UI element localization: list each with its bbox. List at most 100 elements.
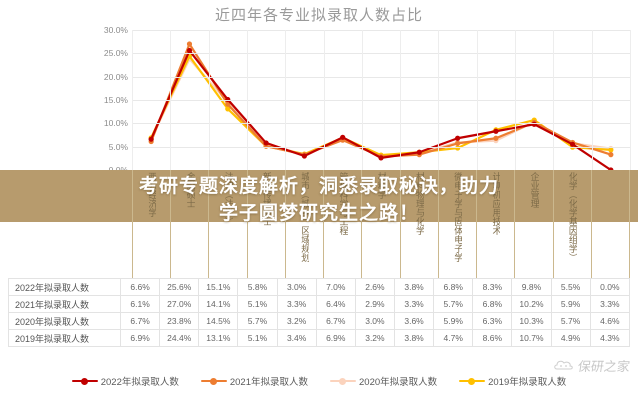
table-cell: 8.3% <box>472 278 513 296</box>
table-cell: 9.8% <box>511 278 552 296</box>
table-cell: 5.7% <box>237 312 278 330</box>
category-label: 材料物理与化学 <box>414 172 424 235</box>
category-cell: 化学（化学基因组学） <box>552 170 591 278</box>
table-cell: 4.9% <box>550 329 591 347</box>
data-table-body: 2022年拟录取人数 6.6% 25.6% 15.1% 5.8% 3.0% 7.0% 2.6%… <box>8 278 631 347</box>
table-cell: 4.6% <box>589 312 631 330</box>
table-cell: 4.3% <box>589 329 631 347</box>
table-cell: 3.3% <box>393 295 435 313</box>
y-axis: 30.0%25.0%20.0%15.0%10.0%5.0%0.0% <box>86 25 132 175</box>
category-cell: 新闻传播硕士 <box>246 170 285 278</box>
table-cell: 3.8% <box>393 329 435 347</box>
vertical-gridline <box>246 30 248 170</box>
table-cell: 5.8% <box>237 278 278 296</box>
table-cell: 5.7% <box>550 312 591 330</box>
table-cell: 10.2% <box>511 295 552 313</box>
table-cell: 6.3% <box>472 312 513 330</box>
legend-marker-icon <box>330 377 356 386</box>
series-line <box>151 59 611 156</box>
series-point <box>608 152 614 158</box>
table-cell: 6.7% <box>315 312 356 330</box>
table-cell: 7.0% <box>315 278 356 296</box>
category-band-background <box>0 170 638 222</box>
table-cell: 13.1% <box>198 329 239 347</box>
category-label: 法律（法学） <box>223 172 233 226</box>
category-cell: 金融硕士 <box>170 170 208 278</box>
table-cell: 6.7% <box>119 312 161 330</box>
legend-item[interactable]: 2021年拟录取人数 <box>200 374 308 388</box>
table-cell: 5.1% <box>237 329 278 347</box>
table-row: 2022年拟录取人数 6.6% 25.6% 15.1% 5.8% 3.0% 7.0% 2.6%… <box>8 278 631 296</box>
table-row: 2020年拟录取人数 6.7% 23.8% 14.5% 5.7% 3.2% 6.7% 3.0%… <box>8 312 631 330</box>
table-cell: 5.1% <box>237 295 278 313</box>
legend-item[interactable]: 2019年拟录取人数 <box>459 374 566 388</box>
series-point <box>569 141 576 147</box>
table-cell: 27.0% <box>159 295 200 313</box>
vertical-gridline <box>630 30 631 170</box>
category-cell: 材料学 <box>361 170 399 278</box>
series-point <box>378 155 384 161</box>
series-point <box>225 106 231 112</box>
legend-marker-icon <box>459 377 486 386</box>
vertical-gridline <box>285 30 287 170</box>
legend-item[interactable]: 2020年拟录取人数 <box>330 374 437 388</box>
y-tick-label: 30.0% <box>103 25 128 35</box>
gridline <box>132 30 630 31</box>
category-label: 微电子学与固体电子学 <box>453 172 463 262</box>
gridline <box>132 53 630 55</box>
legend-label: 2020年拟录取人数 <box>359 377 438 388</box>
series-point <box>225 101 231 107</box>
category-cell: 材料物理与化学 <box>399 170 438 278</box>
vertical-gridline <box>132 30 133 170</box>
vertical-gridline <box>400 30 402 170</box>
table-cell: 3.8% <box>393 278 435 296</box>
table-row-label: 2020年拟录取人数 <box>8 312 121 330</box>
table-cell: 5.9% <box>550 295 591 313</box>
series-point <box>416 149 422 155</box>
table-cell: 3.0% <box>276 278 317 296</box>
series-line <box>151 51 611 170</box>
vertical-gridline <box>591 30 593 170</box>
table-cell: 24.4% <box>159 329 200 347</box>
chart-title: 近四年各专业拟录取人数占比 <box>214 7 423 24</box>
table-cell: 3.6% <box>393 312 435 330</box>
gridline <box>132 100 630 101</box>
table-row: 2021年拟录取人数 6.1% 27.0% 14.1% 5.1% 3.3% 6.4% 2.9%… <box>8 295 631 313</box>
y-tick-label: 5.0% <box>108 141 128 152</box>
series-point <box>263 140 269 146</box>
table-cell: 3.4% <box>276 329 317 347</box>
table-cell: 6.6% <box>119 278 161 296</box>
table-cell: 8.6% <box>472 329 513 347</box>
category-label: 管理科学与工程 <box>338 172 348 235</box>
legend-marker-icon <box>200 377 227 386</box>
table-cell: 15.1% <box>198 278 239 296</box>
gridline <box>132 123 630 125</box>
y-tick-label: 20.0% <box>103 71 128 82</box>
category-label: 西方经济学 <box>147 172 157 217</box>
category-label: 化学（化学基因组学） <box>567 172 577 262</box>
data-table-wrapper: 2022年拟录取人数 6.6% 25.6% 15.1% 5.8% 3.0% 7.0% 2.6%… <box>8 278 631 347</box>
watermark: 保研之家 <box>553 356 631 375</box>
table-cell: 6.4% <box>315 295 356 313</box>
grid-area <box>132 30 631 173</box>
series-point <box>186 47 193 54</box>
table-cell: 3.3% <box>589 295 631 313</box>
vertical-gridline <box>170 30 172 170</box>
gridline <box>132 76 630 78</box>
table-cell: 2.6% <box>354 278 395 296</box>
vertical-gridline <box>208 30 210 170</box>
table-cell: 4.7% <box>433 329 474 347</box>
table-row: 2019年拟录取人数 6.9% 24.4% 13.1% 5.1% 3.4% 6.9% 3.2%… <box>8 329 631 347</box>
legend-item[interactable]: 2022年拟录取人数 <box>71 374 179 388</box>
category-cell: 西方经济学 <box>132 170 170 278</box>
table-cell: 5.7% <box>433 295 474 313</box>
table-cell: 3.2% <box>354 329 395 347</box>
table-cell: 2.9% <box>354 295 395 313</box>
legend-label: 2021年拟录取人数 <box>229 377 308 388</box>
category-cell <box>590 170 631 278</box>
category-label: 金融硕士 <box>185 172 195 208</box>
table-cell: 3.3% <box>276 295 317 313</box>
table-row-label: 2022年拟录取人数 <box>8 278 121 296</box>
vertical-gridline <box>515 30 517 170</box>
table-cell: 6.1% <box>119 295 161 313</box>
